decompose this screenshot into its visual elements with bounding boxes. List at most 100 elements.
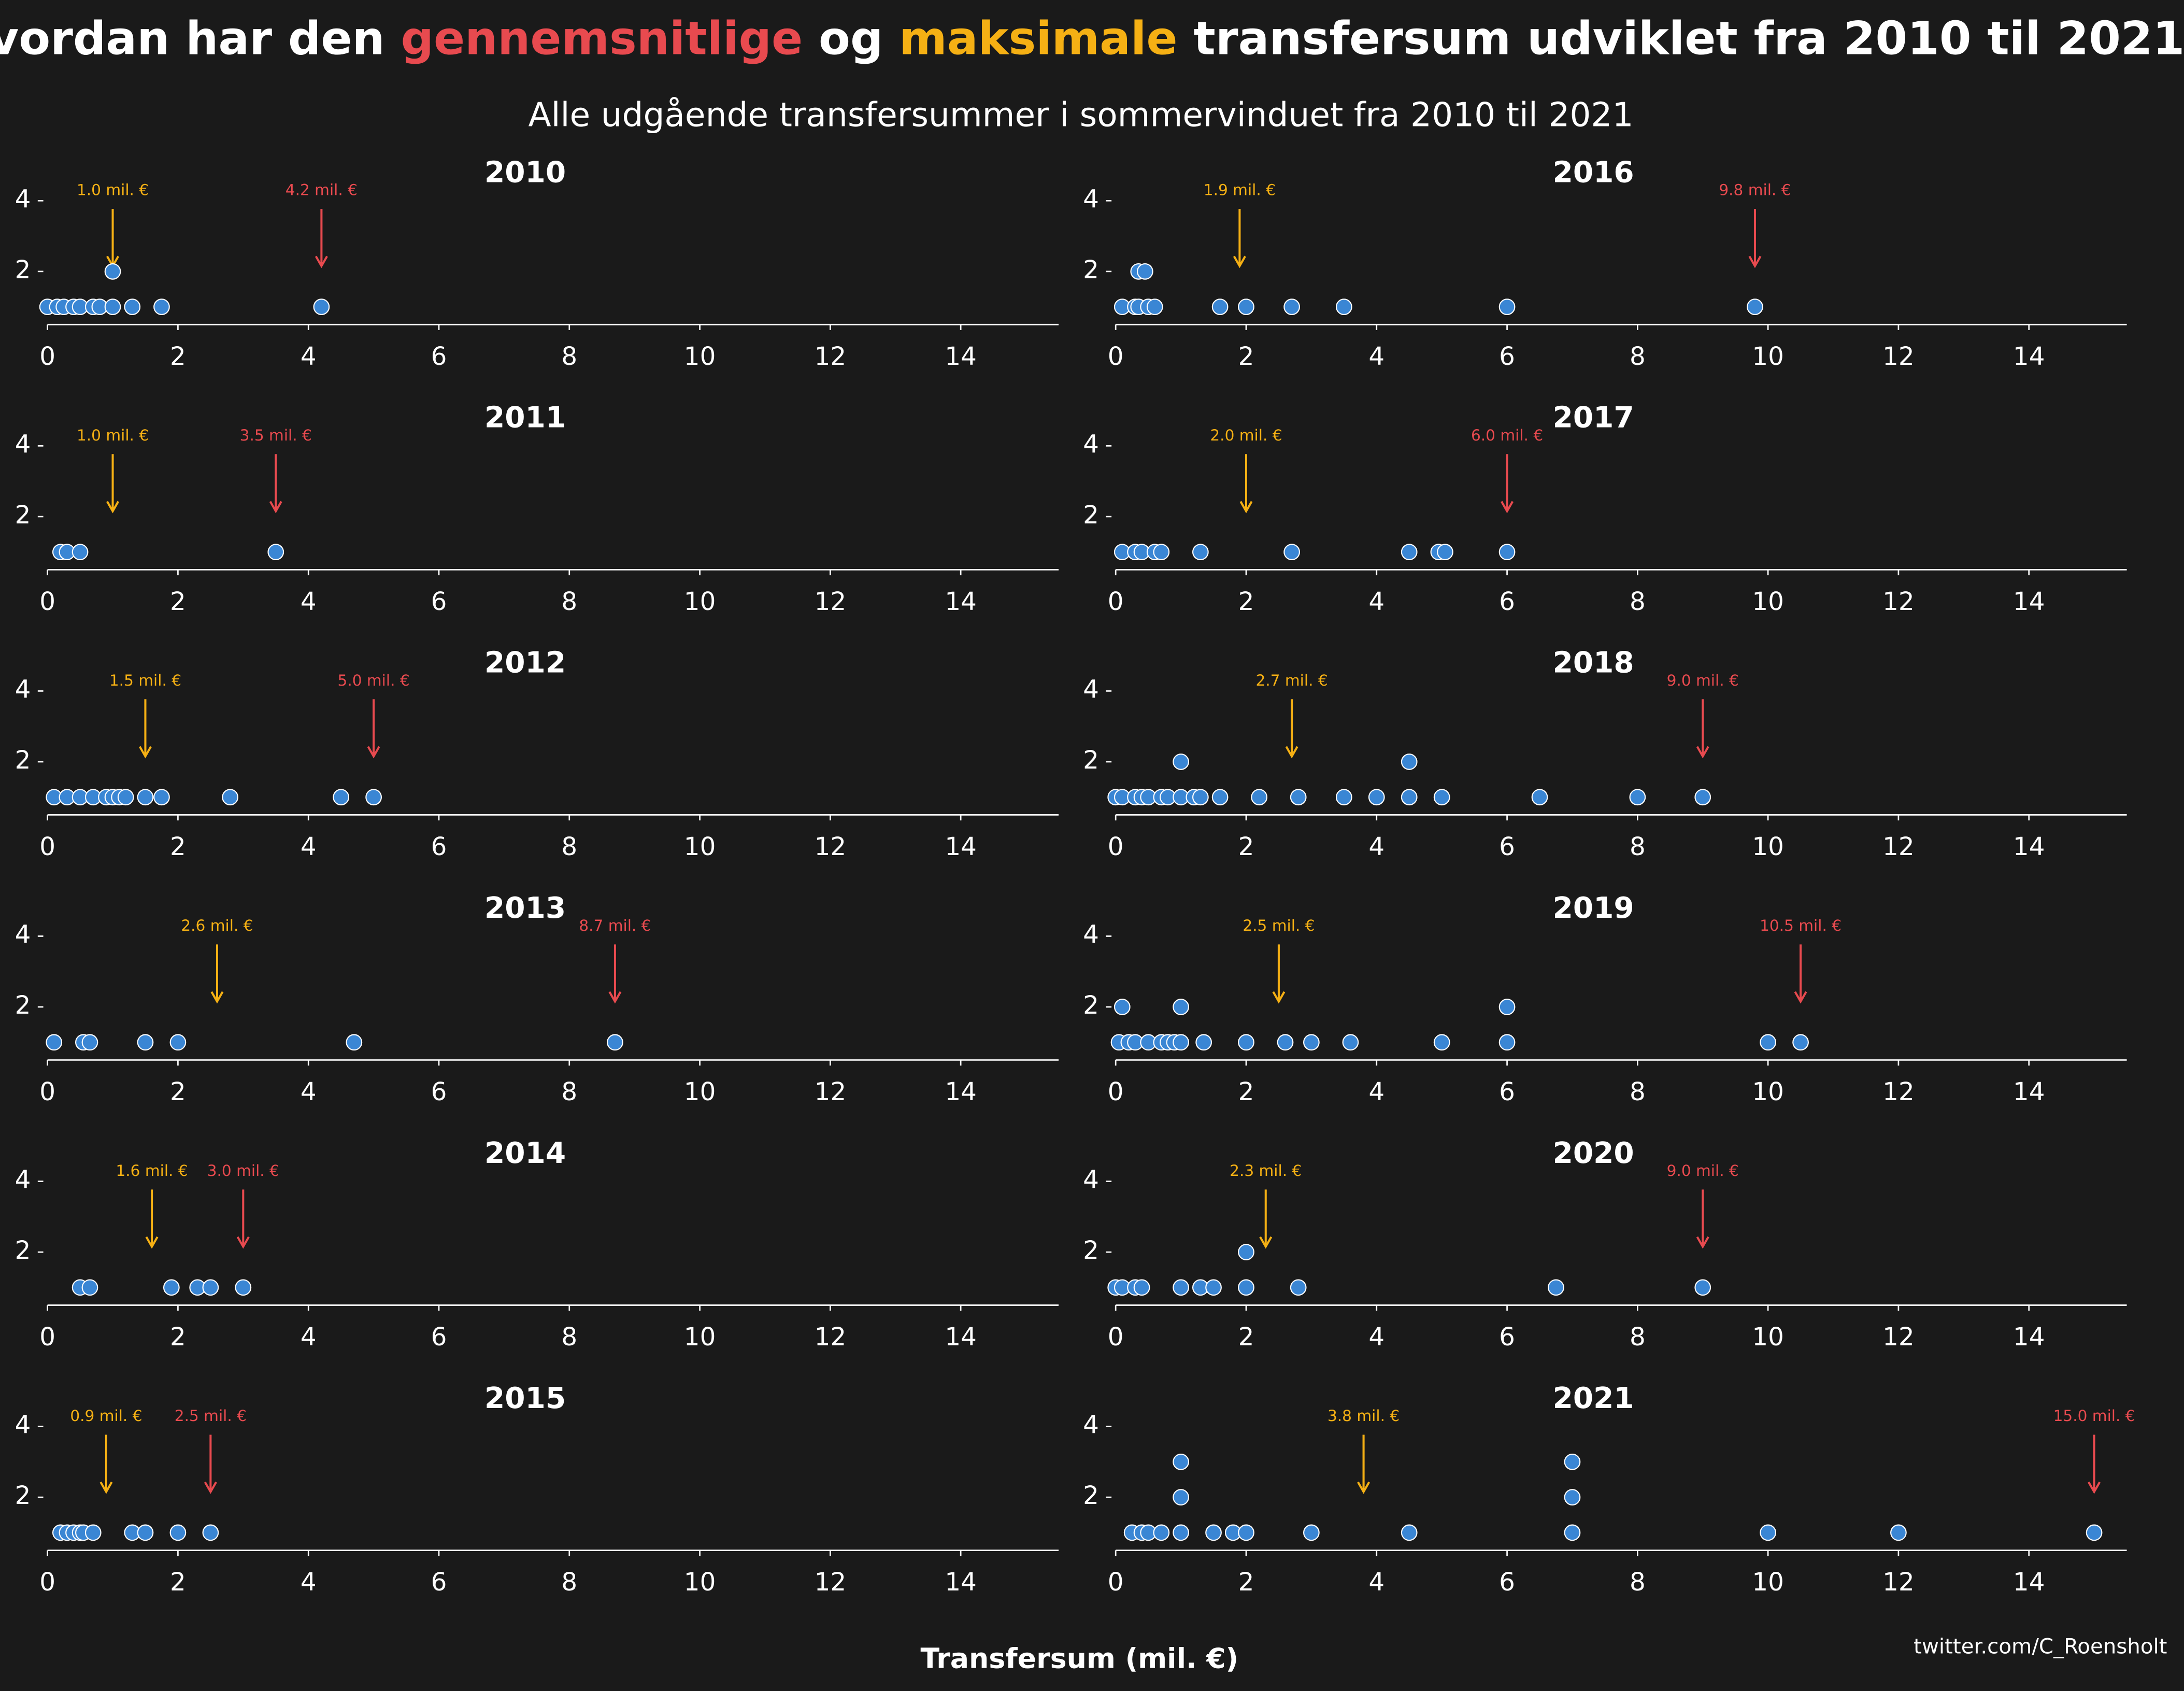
x-tick-label: 6 [431,587,447,616]
x-tick-label: 6 [1499,587,1515,616]
y-tick-label: 2 [15,1236,31,1265]
data-point [313,299,330,315]
y-tick-label: 2 [15,501,31,530]
x-tick-label: 10 [1752,1568,1784,1597]
data-point [1433,789,1450,806]
data-point [1368,789,1385,806]
annotation-label: 2.6 mil. € [181,917,253,934]
annotation-arrowhead [1696,746,1709,759]
data-point [1195,1034,1212,1051]
annotation-arrowhead [138,746,152,759]
annotation-arrowhead [1357,1481,1371,1494]
data-point [137,1524,154,1541]
subtitle: Alle udgående transfersummer i sommervin… [528,95,1633,134]
data-point [1760,1034,1776,1051]
data-point [1133,1279,1150,1296]
x-tick-label: 4 [301,1077,317,1106]
x-tick-label: 4 [301,587,317,616]
data-point [163,1279,180,1296]
y-tick-label: 2 [1083,1236,1099,1265]
x-tick-label: 0 [1108,832,1124,861]
data-point [1498,544,1516,561]
data-point [1290,789,1307,806]
y-tick-label: 2 [1083,501,1099,530]
data-point [153,789,170,806]
annotation-label: 3.5 mil. € [240,427,312,444]
x-tick-label: 12 [815,832,847,861]
data-point [202,1279,219,1296]
data-point [1694,789,1711,806]
x-tick-label: 10 [684,1077,716,1106]
panel-title: 2016 [1553,156,1634,190]
data-point [72,544,89,561]
x-tick-label: 0 [1108,587,1124,616]
data-point [1498,1034,1516,1051]
x-tick-label: 8 [561,832,577,861]
y-tick-label: 4 [1083,1166,1099,1195]
panel-title: 2015 [484,1382,566,1415]
annotation-arrowhead [1696,1236,1709,1249]
x-tick-label: 2 [1238,587,1254,616]
annotation-arrowhead [608,991,622,1004]
data-point [2086,1524,2103,1541]
x-tick-label: 14 [945,832,977,861]
data-point [1531,789,1548,806]
panel-title: 2014 [484,1136,566,1170]
annotation-label: 1.0 mil. € [77,181,149,199]
data-point [1564,1489,1581,1505]
annotation-label: 9.8 mil. € [1719,181,1791,199]
x-tick-label: 6 [431,832,447,861]
data-point [1153,1524,1170,1541]
x-tick-label: 2 [1238,1568,1254,1597]
x-tick-label: 6 [1499,1077,1515,1106]
x-tick-label: 4 [1368,342,1384,371]
data-point [124,299,141,315]
panel-title: 2018 [1553,646,1634,680]
x-tick-label: 2 [170,1568,186,1597]
x-tick-label: 2 [1238,342,1254,371]
annotation-arrowhead [1239,501,1253,514]
data-point [1136,263,1153,280]
data-point [1890,1524,1907,1541]
annotation-arrowhead [315,255,328,268]
x-tick-label: 12 [1882,1077,1915,1106]
x-tick-label: 10 [684,832,716,861]
annotation-label: 2.5 mil. € [1243,917,1315,934]
x-tick-label: 12 [1882,587,1915,616]
x-tick-label: 4 [301,1568,317,1597]
x-tick-label: 8 [1630,587,1646,616]
x-tick-label: 6 [1499,1323,1515,1352]
data-point [1498,999,1516,1015]
data-point [1173,754,1189,770]
annotation-label: 3.8 mil. € [1327,1407,1400,1425]
y-tick-label: 4 [15,920,31,949]
x-tick-label: 12 [1882,342,1915,371]
annotation-label: 1.0 mil. € [77,427,149,444]
data-point [81,1034,98,1051]
data-point [1146,299,1163,315]
x-tick-label: 8 [1630,1323,1646,1352]
x-tick-label: 4 [1368,1568,1384,1597]
y-tick-label: 4 [1083,1411,1099,1440]
x-tick-label: 2 [1238,1323,1254,1352]
x-tick-label: 6 [431,1077,447,1106]
y-tick-label: 4 [15,1166,31,1195]
x-tick-label: 0 [39,1568,55,1597]
data-point [1401,1524,1418,1541]
data-point [1238,1034,1254,1051]
x-tick-label: 10 [684,342,716,371]
data-point [1290,1279,1307,1296]
x-tick-label: 10 [684,587,716,616]
annotation-arrowhead [210,991,224,1004]
panel-title: 2011 [484,401,566,435]
x-tick-label: 14 [2013,587,2045,616]
annotation-label: 6.0 mil. € [1471,427,1543,444]
annotation-label: 15.0 mil. € [2053,1407,2135,1425]
data-point [1173,1489,1189,1505]
data-point [1564,1524,1581,1541]
x-tick-label: 14 [2013,832,2045,861]
data-point [1283,299,1300,315]
panel-title: 2017 [1553,401,1634,435]
data-point [1173,1453,1189,1470]
title-segment: Hvordan har den [0,12,401,65]
